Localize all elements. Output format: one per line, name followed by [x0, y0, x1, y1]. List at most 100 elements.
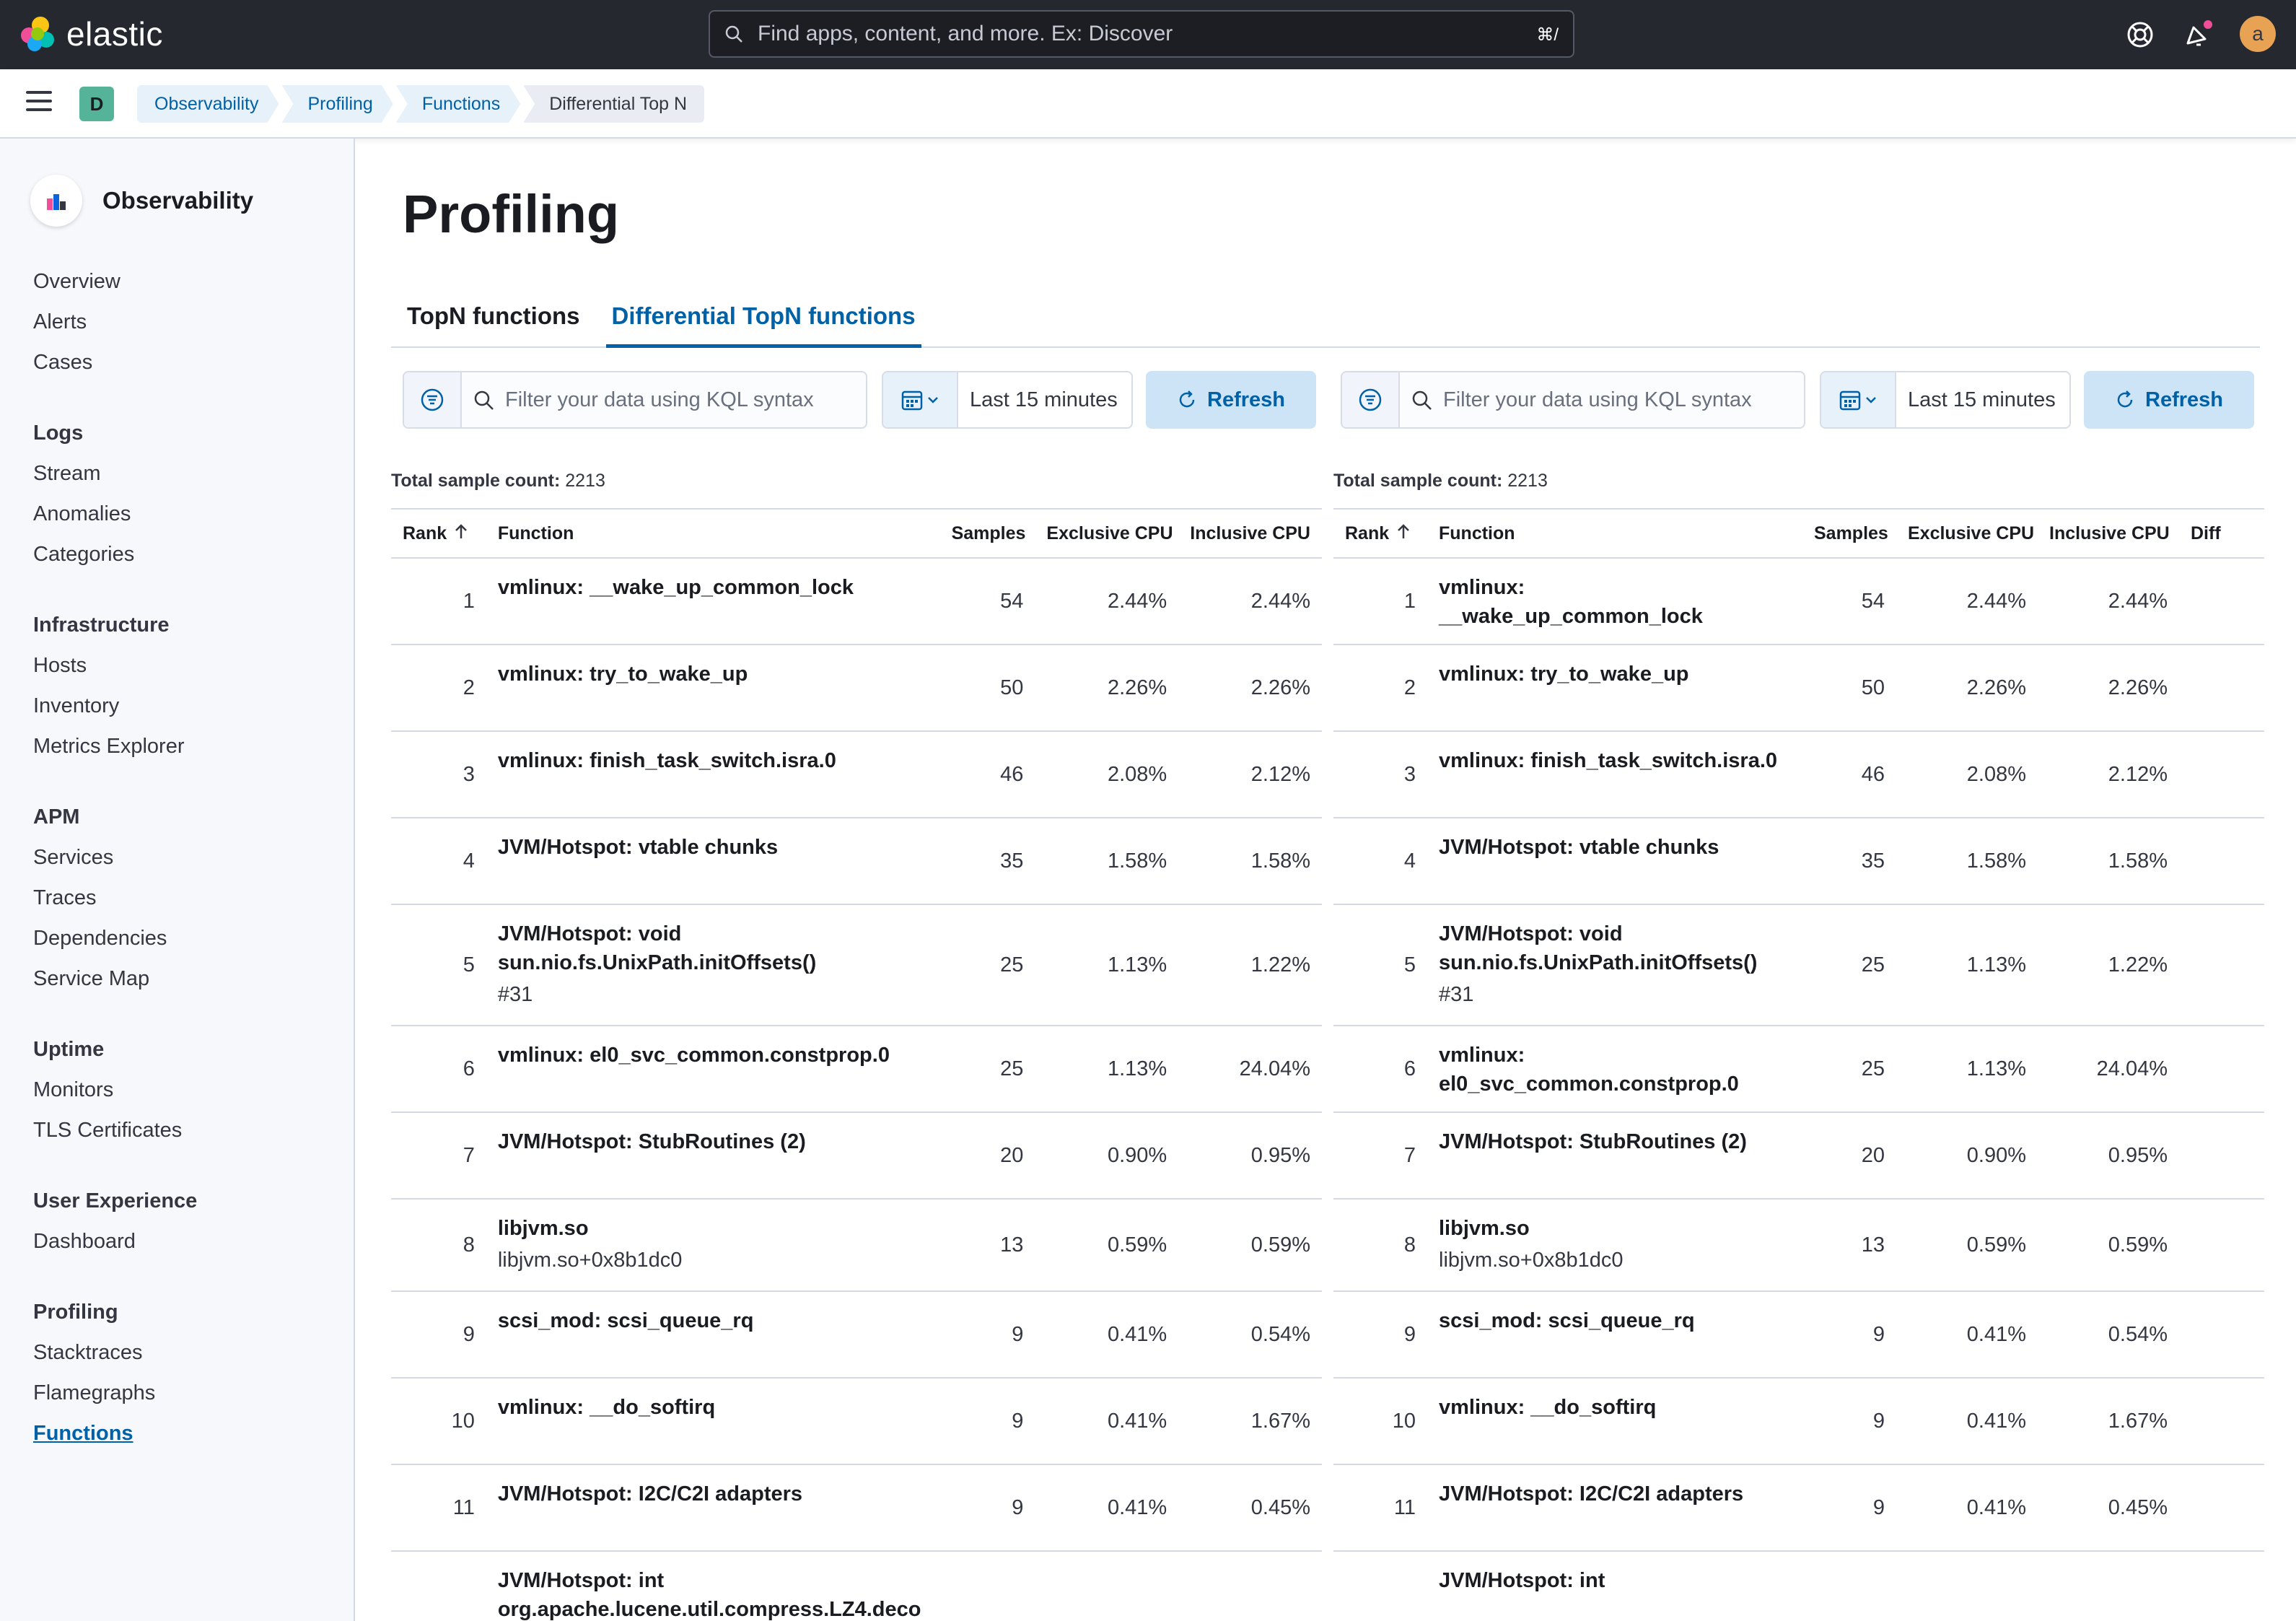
table-row[interactable]: 11 JVM/Hotspot: I2C/C2I adapters 9 0.41% 0.4… — [391, 1464, 1322, 1551]
function-name[interactable]: vmlinux: finish_task_switch.isra.0 — [497, 749, 836, 772]
sidebar-item-monitors[interactable]: Monitors — [33, 1078, 114, 1101]
table-row[interactable]: 5 JVM/Hotspot: void sun.nio.fs.UnixPath.i… — [1333, 904, 2264, 1026]
table-row[interactable]: JVM/Hotspot: int org.apache.lucene.util.… — [391, 1551, 1322, 1621]
refresh-button[interactable]: Refresh — [2084, 371, 2254, 429]
function-name[interactable]: JVM/Hotspot: StubRoutines (2) — [1439, 1130, 1747, 1153]
function-name[interactable]: libjvm.so — [497, 1217, 589, 1240]
function-name[interactable]: JVM/Hotspot: StubRoutines (2) — [497, 1130, 806, 1153]
function-name[interactable]: JVM/Hotspot: vtable chunks — [497, 836, 779, 859]
column-header-rank[interactable]: Rank — [1333, 509, 1427, 558]
column-header-samples[interactable]: Samples — [1814, 523, 1888, 543]
breadcrumb-observability[interactable]: Observability — [137, 85, 279, 123]
column-header-inclusive-cpu[interactable]: Inclusive CPU — [1190, 523, 1310, 543]
function-name[interactable]: JVM/Hotspot: int — [1439, 1569, 1605, 1592]
table-row[interactable]: 3 vmlinux: finish_task_switch.isra.0 46 2.0… — [1333, 731, 2264, 818]
table-row[interactable]: 1 vmlinux: __wake_up_common_lock 54 2.44% 2.… — [391, 558, 1322, 645]
sidebar-item-functions[interactable]: Functions — [33, 1422, 133, 1445]
table-row[interactable]: 9 scsi_mod: scsi_queue_rq 9 0.41% 0.54% — [391, 1291, 1322, 1378]
column-header-samples[interactable]: Samples — [951, 523, 1026, 543]
table-row[interactable]: 10 vmlinux: __do_softirq 9 0.41% 1.67% — [1333, 1378, 2264, 1464]
sidebar-item-stacktraces[interactable]: Stacktraces — [33, 1341, 143, 1364]
refresh-button[interactable]: Refresh — [1146, 371, 1316, 429]
kql-search-right[interactable]: Filter your data using KQL syntax — [1341, 371, 1805, 429]
column-header-function[interactable]: Function — [1439, 523, 1515, 543]
sidebar-item-services[interactable]: Services — [33, 846, 114, 869]
column-header-diff[interactable]: Diff — [2191, 523, 2221, 543]
date-picker-left[interactable]: Last 15 minutes — [882, 371, 1133, 429]
sidebar-item-cases[interactable]: Cases — [33, 351, 93, 374]
sidebar-item-alerts[interactable]: Alerts — [33, 310, 87, 333]
table-row[interactable]: 5 JVM/Hotspot: void sun.nio.fs.UnixPath.i… — [391, 904, 1322, 1026]
sidebar-item-overview[interactable]: Overview — [33, 270, 121, 293]
function-name[interactable]: vmlinux: try_to_wake_up — [497, 663, 748, 686]
table-row[interactable]: 9 scsi_mod: scsi_queue_rq 9 0.41% 0.54% — [1333, 1291, 2264, 1378]
global-search[interactable]: Find apps, content, and more. Ex: Discov… — [709, 10, 1574, 58]
sidebar-item-inventory[interactable]: Inventory — [33, 694, 120, 717]
elastic-logo[interactable]: elastic — [19, 14, 163, 53]
sidebar-item-hosts[interactable]: Hosts — [33, 654, 87, 677]
table-row[interactable]: 6 vmlinux: el0_svc_common.constprop.0 25 1.… — [391, 1026, 1322, 1112]
calendar-icon[interactable] — [883, 372, 958, 427]
sidebar-item-stream[interactable]: Stream — [33, 462, 101, 485]
column-header-exclusive-cpu[interactable]: Exclusive CPU — [1908, 523, 2035, 543]
table-row[interactable]: 4 JVM/Hotspot: vtable chunks 35 1.58% 1.58% — [391, 818, 1322, 904]
table-row[interactable]: 7 JVM/Hotspot: StubRoutines (2) 20 0.90% 0.9… — [391, 1112, 1322, 1199]
breadcrumb-functions[interactable]: Functions — [396, 85, 520, 123]
function-name[interactable]: vmlinux: finish_task_switch.isra.0 — [1439, 749, 1778, 772]
help-icon[interactable] — [2124, 19, 2156, 51]
function-name[interactable]: JVM/Hotspot: vtable chunks — [1439, 836, 1719, 859]
table-row[interactable]: 8 libjvm.so libjvm.so+0x8b1dc0 13 0.59% 0.59% — [1333, 1199, 2264, 1291]
tab-topn-functions[interactable]: TopN functions — [407, 302, 580, 329]
table-row[interactable]: 4 JVM/Hotspot: vtable chunks 35 1.58% 1.58% — [1333, 818, 2264, 904]
sidebar-item-categories[interactable]: Categories — [33, 543, 135, 566]
column-header-function[interactable]: Function — [497, 523, 574, 543]
calendar-icon[interactable] — [1821, 372, 1896, 427]
sidebar-item-flamegraphs[interactable]: Flamegraphs — [33, 1381, 156, 1404]
date-picker-right[interactable]: Last 15 minutes — [1820, 371, 2071, 429]
sidebar-item-dependencies[interactable]: Dependencies — [33, 927, 167, 950]
sidebar-item-anomalies[interactable]: Anomalies — [33, 502, 131, 525]
table-row[interactable]: 6 vmlinux: el0_svc_common.constprop.0 25 1.… — [1333, 1026, 2264, 1112]
breadcrumb-profiling[interactable]: Profiling — [282, 85, 393, 123]
table-row[interactable]: 2 vmlinux: try_to_wake_up 50 2.26% 2.26% — [391, 645, 1322, 731]
user-avatar[interactable]: a — [2240, 16, 2276, 52]
table-row[interactable]: 2 vmlinux: try_to_wake_up 50 2.26% 2.26% — [1333, 645, 2264, 731]
function-name[interactable]: libjvm.so — [1439, 1217, 1530, 1240]
time-range-label[interactable]: Last 15 minutes — [970, 388, 1118, 411]
sidebar-item-service-map[interactable]: Service Map — [33, 967, 150, 990]
time-range-label[interactable]: Last 15 minutes — [1908, 388, 2056, 411]
column-header-rank[interactable]: Rank — [391, 509, 486, 558]
filter-menu-icon[interactable] — [404, 372, 462, 427]
sidebar-item-metrics-explorer[interactable]: Metrics Explorer — [33, 735, 185, 758]
column-header-exclusive-cpu[interactable]: Exclusive CPU — [1046, 523, 1173, 543]
table-row[interactable]: 3 vmlinux: finish_task_switch.isra.0 46 2.0… — [391, 731, 1322, 818]
sidebar-item-dashboard[interactable]: Dashboard — [33, 1230, 136, 1253]
function-name[interactable]: scsi_mod: scsi_queue_rq — [1439, 1309, 1695, 1332]
function-name[interactable]: vmlinux: el0_svc_common.constprop.0 — [1439, 1044, 1739, 1096]
sidebar-item-tls-certificates[interactable]: TLS Certificates — [33, 1119, 183, 1142]
function-name[interactable]: vmlinux: __wake_up_common_lock — [497, 576, 854, 599]
function-name[interactable]: scsi_mod: scsi_queue_rq — [497, 1309, 754, 1332]
function-name[interactable]: JVM/Hotspot: int org.apache.lucene.util.… — [497, 1569, 921, 1621]
column-header-inclusive-cpu[interactable]: Inclusive CPU — [2049, 523, 2170, 543]
function-name[interactable]: vmlinux: __do_softirq — [1439, 1396, 1657, 1419]
function-name[interactable]: JVM/Hotspot: void sun.nio.fs.UnixPath.in… — [497, 922, 817, 974]
function-name[interactable]: vmlinux: try_to_wake_up — [1439, 663, 1689, 686]
kql-search-left[interactable]: Filter your data using KQL syntax — [403, 371, 867, 429]
sidebar-item-traces[interactable]: Traces — [33, 886, 97, 909]
table-row[interactable]: 7 JVM/Hotspot: StubRoutines (2) 20 0.90% 0.9… — [1333, 1112, 2264, 1199]
function-name[interactable]: vmlinux: __do_softirq — [497, 1396, 716, 1419]
space-avatar[interactable]: D — [79, 87, 114, 121]
function-name[interactable]: vmlinux: el0_svc_common.constprop.0 — [497, 1044, 890, 1067]
function-name[interactable]: JVM/Hotspot: I2C/C2I adapters — [497, 1482, 803, 1506]
function-name[interactable]: JVM/Hotspot: void sun.nio.fs.UnixPath.in… — [1439, 922, 1758, 974]
menu-toggle-icon[interactable] — [26, 91, 52, 115]
function-name[interactable]: JVM/Hotspot: I2C/C2I adapters — [1439, 1482, 1744, 1506]
function-name[interactable]: vmlinux: __wake_up_common_lock — [1439, 576, 1703, 628]
table-row[interactable]: 10 vmlinux: __do_softirq 9 0.41% 1.67% — [391, 1378, 1322, 1464]
filter-menu-icon[interactable] — [1342, 372, 1400, 427]
table-row[interactable]: 11 JVM/Hotspot: I2C/C2I adapters 9 0.41% 0.4… — [1333, 1464, 2264, 1551]
tab-differential-topn-functions[interactable]: Differential TopN functions — [605, 290, 921, 348]
table-row[interactable]: 1 vmlinux: __wake_up_common_lock 54 2.44% 2.… — [1333, 558, 2264, 645]
table-row[interactable]: JVM/Hotspot: int — [1333, 1551, 2264, 1621]
